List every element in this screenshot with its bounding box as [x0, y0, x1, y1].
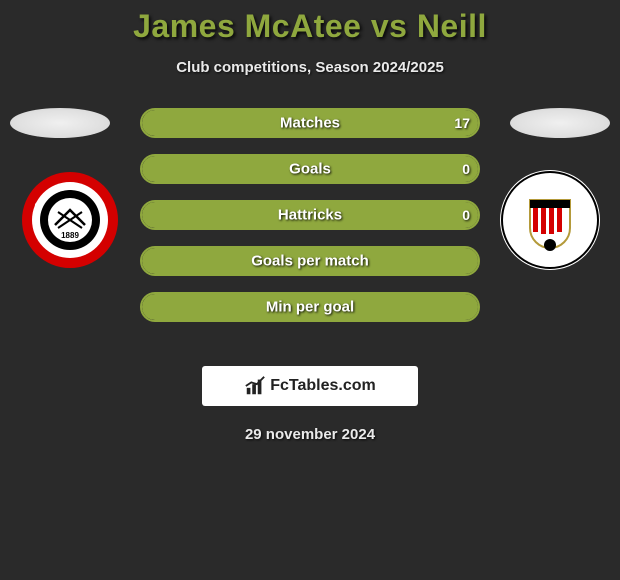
stat-value-left: 0 [462, 161, 470, 177]
stat-bar: Matches 17 [140, 108, 480, 138]
svg-text:1889: 1889 [61, 231, 79, 240]
stat-label: Goals [289, 161, 331, 178]
stat-bar: Hattricks 0 [140, 200, 480, 230]
branding-text: FcTables.com [270, 377, 376, 395]
footer-date: 29 november 2024 [0, 426, 620, 443]
stat-bar: Goals per match [140, 246, 480, 276]
page-title: James McAtee vs Neill [0, 8, 620, 45]
stat-label: Matches [280, 115, 340, 132]
stat-label: Min per goal [266, 299, 354, 316]
stat-bar: Min per goal [140, 292, 480, 322]
stat-label: Goals per match [251, 253, 369, 270]
stat-value-left: 0 [462, 207, 470, 223]
chart-icon [244, 375, 266, 397]
stat-bars: Matches 17 Goals 0 Hattricks 0 Goals per… [140, 108, 480, 322]
player-avatar-left [10, 108, 110, 138]
club-crest-left: 1889 SHEFFIELD UNITED [20, 170, 120, 270]
page-subtitle: Club competitions, Season 2024/2025 [0, 59, 620, 76]
club-crest-right [500, 170, 600, 270]
comparison-panel: 1889 SHEFFIELD UNITED Matches 17 [0, 108, 620, 348]
player-avatar-right [510, 108, 610, 138]
stat-bar: Goals 0 [140, 154, 480, 184]
stat-label: Hattricks [278, 207, 342, 224]
branding-badge[interactable]: FcTables.com [202, 366, 418, 406]
stat-value-left: 17 [454, 115, 470, 131]
